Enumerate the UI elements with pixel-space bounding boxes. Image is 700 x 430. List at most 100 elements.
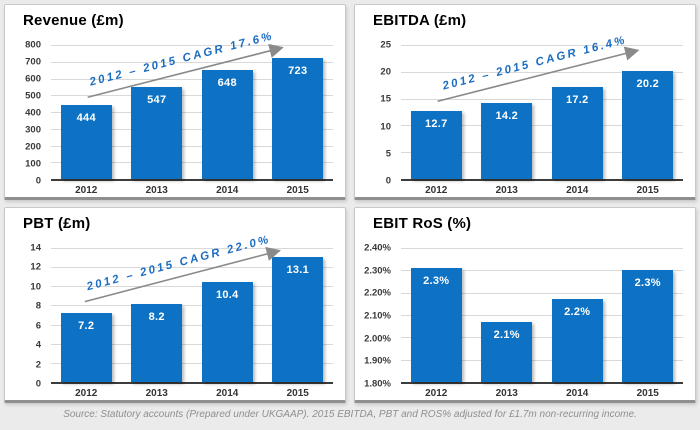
gridline bbox=[51, 45, 333, 46]
gridline bbox=[51, 61, 333, 63]
bar-value-label: 20.2 bbox=[636, 77, 660, 90]
y-tick-label: 2.00% bbox=[364, 333, 391, 345]
bars: 7.2 8.2 10.4 13.1 bbox=[51, 248, 333, 382]
y-tick-label: 25 bbox=[380, 39, 391, 51]
x-tick-label: 2012 bbox=[75, 388, 98, 399]
y-tick-label: 12 bbox=[30, 261, 41, 273]
cagr-arrow bbox=[84, 246, 281, 303]
bar-2014: 2.2% bbox=[551, 299, 603, 382]
gridline bbox=[51, 305, 333, 307]
gridline bbox=[401, 270, 683, 272]
x-axis: 2012 2013 2014 2015 bbox=[401, 182, 683, 197]
bar-value-label: 2.2% bbox=[564, 306, 591, 319]
bar-value-label: 10.4 bbox=[215, 289, 239, 302]
bar-2013: 8.2 bbox=[131, 303, 183, 382]
gridline bbox=[401, 248, 683, 249]
x-tick-label: 2015 bbox=[636, 388, 659, 399]
x-axis: 2012 2013 2014 2015 bbox=[51, 385, 333, 400]
x-tick-label: 2014 bbox=[566, 388, 589, 399]
y-axis: 0 5 10 15 20 25 bbox=[355, 40, 396, 187]
plot-area: 7.2 8.2 10.4 13.1 2012 – 2015 CAGR 22.0% bbox=[51, 234, 333, 384]
chart-title-ebitda: EBITDA (£m) bbox=[373, 12, 467, 29]
y-tick-label: 4 bbox=[35, 339, 41, 351]
y-tick-label: 1.90% bbox=[364, 355, 391, 367]
y-tick-label: 2.20% bbox=[364, 287, 391, 299]
bar-value-label: 547 bbox=[147, 94, 167, 107]
x-tick-label: 2014 bbox=[216, 185, 239, 196]
y-axis: 0 2 4 6 8 10 12 14 bbox=[5, 243, 46, 390]
y-tick-label: 15 bbox=[380, 93, 391, 105]
bar-value-label: 2.3% bbox=[634, 277, 661, 290]
bar-value-label: 444 bbox=[76, 111, 96, 124]
gridline bbox=[51, 286, 333, 288]
source-footnote: Source: Statutory accounts (Prepared und… bbox=[63, 409, 637, 420]
ebitda-bar-chart: 0 5 10 15 20 25 12.7 14.2 17.2 20.2 2012 – 2015 C… bbox=[355, 5, 695, 197]
bar-2013: 14.2 bbox=[481, 102, 533, 179]
x-tick-label: 2014 bbox=[216, 388, 239, 399]
y-tick-label: 10 bbox=[30, 281, 41, 293]
bar-value-label: 13.1 bbox=[286, 263, 310, 276]
gridline bbox=[401, 315, 683, 316]
y-tick-label: 1.80% bbox=[364, 378, 391, 390]
gridline bbox=[51, 362, 333, 364]
x-tick-label: 2015 bbox=[636, 185, 659, 196]
chart-panel-pbt: PBT (£m) 0 2 4 6 8 10 12 14 7.2 8.2 10.4 13.1 2012 … bbox=[4, 207, 346, 403]
bar-2013: 547 bbox=[131, 87, 183, 179]
bar-value-label: 648 bbox=[217, 77, 237, 90]
plot-area: 444 547 648 723 2012 – 2015 CAGR 17.6% bbox=[51, 31, 333, 181]
y-tick-label: 14 bbox=[30, 242, 41, 254]
bar-2014: 648 bbox=[201, 70, 253, 179]
chart-title-pbt: PBT (£m) bbox=[23, 215, 91, 232]
y-tick-label: 5 bbox=[385, 148, 391, 160]
bar-2015: 2.3% bbox=[622, 270, 674, 382]
bar-2014: 10.4 bbox=[201, 282, 253, 382]
y-tick-label: 400 bbox=[25, 107, 41, 119]
x-tick-label: 2015 bbox=[286, 388, 309, 399]
bars: 444 547 648 723 bbox=[51, 45, 333, 179]
pbt-bar-chart: 0 2 4 6 8 10 12 14 7.2 8.2 10.4 13.1 2012 – 2015 CA… bbox=[5, 208, 345, 400]
y-tick-label: 500 bbox=[25, 90, 41, 102]
bar-value-label: 17.2 bbox=[565, 93, 589, 106]
charts-dashboard: Revenue (£m) 0 100 200 300 400 500 600 700 800 4… bbox=[4, 4, 696, 403]
gridline bbox=[401, 71, 683, 73]
gridline bbox=[401, 152, 683, 154]
y-tick-label: 2.40% bbox=[364, 242, 391, 254]
gridline bbox=[51, 248, 333, 249]
revenue-bar-chart: 0 100 200 300 400 500 600 700 800 444 547 648 723 20… bbox=[5, 5, 345, 197]
cagr-arrow bbox=[87, 43, 284, 99]
cagr-arrow bbox=[437, 46, 640, 103]
chart-title-revenue: Revenue (£m) bbox=[23, 12, 124, 29]
x-tick-label: 2014 bbox=[566, 185, 589, 196]
bar-2015: 723 bbox=[272, 57, 324, 179]
gridline bbox=[51, 78, 333, 80]
bar-value-label: 12.7 bbox=[424, 117, 448, 130]
x-tick-label: 2012 bbox=[425, 388, 448, 399]
y-tick-label: 6 bbox=[35, 320, 41, 332]
bar-value-label: 7.2 bbox=[78, 320, 95, 333]
y-tick-label: 2.10% bbox=[364, 310, 391, 322]
bar-value-label: 8.2 bbox=[148, 310, 165, 323]
bar-2012: 7.2 bbox=[60, 313, 112, 382]
bar-value-label: 2.1% bbox=[493, 328, 520, 341]
gridline bbox=[51, 324, 333, 326]
gridline bbox=[51, 145, 333, 147]
chart-panel-ebitda: EBITDA (£m) 0 5 10 15 20 25 12.7 14.2 17.2 20.2 2… bbox=[354, 4, 696, 200]
y-tick-label: 600 bbox=[25, 73, 41, 85]
gridline bbox=[401, 125, 683, 127]
y-tick-label: 800 bbox=[25, 39, 41, 51]
x-tick-label: 2015 bbox=[286, 185, 309, 196]
bar-2015: 20.2 bbox=[622, 70, 674, 179]
x-tick-label: 2013 bbox=[145, 388, 168, 399]
y-tick-label: 300 bbox=[25, 124, 41, 136]
y-tick-label: 700 bbox=[25, 56, 41, 68]
x-tick-label: 2012 bbox=[425, 185, 448, 196]
bar-2012: 2.3% bbox=[410, 268, 462, 382]
chart-panel-revenue: Revenue (£m) 0 100 200 300 400 500 600 700 800 4… bbox=[4, 4, 346, 200]
gridline bbox=[51, 95, 333, 97]
bar-2012: 12.7 bbox=[410, 110, 462, 179]
gridline bbox=[401, 359, 683, 361]
y-tick-label: 8 bbox=[35, 300, 41, 312]
y-axis: 0 100 200 300 400 500 600 700 800 bbox=[5, 40, 46, 187]
ebit-ros-bar-chart: 1.80% 1.90% 2.00% 2.10% 2.20% 2.30% 2.40% 2.3%… bbox=[355, 208, 695, 400]
gridline bbox=[401, 292, 683, 294]
